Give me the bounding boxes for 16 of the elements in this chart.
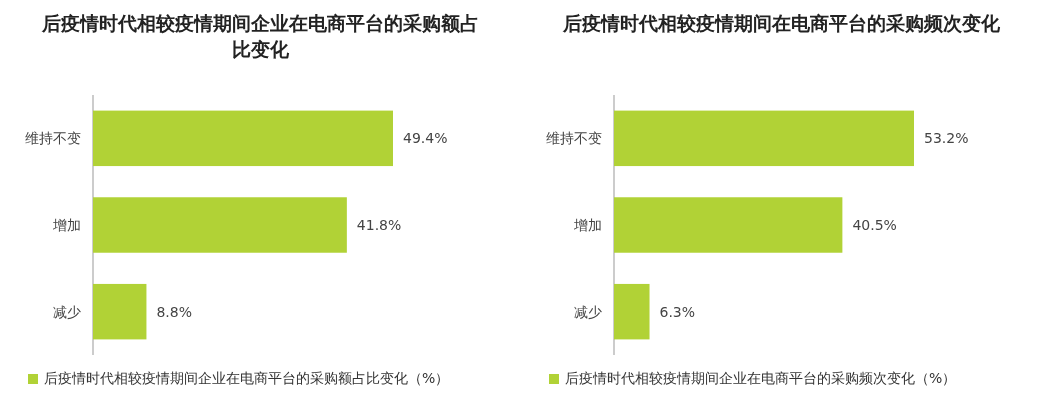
y-tick-label: 减少 [574,303,602,320]
legend-label: 后疫情时代相较疫情期间企业在电商平台的采购额占比变化（%） [44,370,450,388]
chart-title: 后疫情时代相较疫情期间在电商平台的采购频次变化 [561,11,1001,36]
chart-title: 后疫情时代相较疫情期间企业在电商平台的采购额占比变化 [40,11,480,62]
data-label: 8.8% [156,303,193,320]
data-label: 49.4% [403,130,448,147]
y-tick-label: 维持不变 [25,130,81,147]
y-tick-label: 维持不变 [546,130,602,147]
data-label: 41.8% [356,217,402,233]
legend-label: 后疫情时代相较疫情期间企业在电商平台的采购频次变化（%） [565,370,957,388]
data-label: 40.5% [852,217,897,233]
y-tick-label: 减少 [53,303,81,320]
data-label: 53.2% [924,130,969,147]
y-tick-label: 增加 [52,217,81,233]
data-label: 6.3% [659,303,696,320]
y-tick-label: 增加 [573,217,602,233]
